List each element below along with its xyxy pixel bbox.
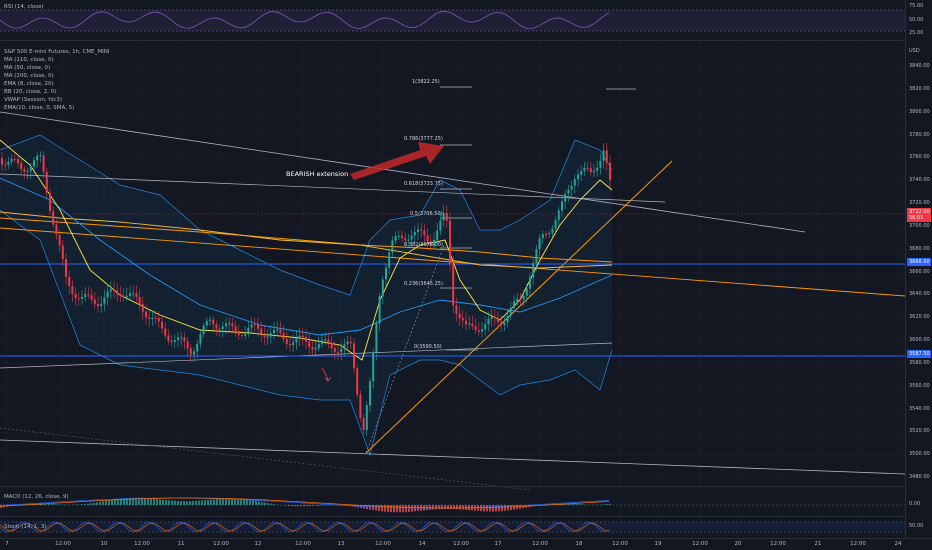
ma-110-line	[0, 211, 613, 269]
fib-level-label: 0.5(3706.50)	[410, 211, 443, 217]
price-tick-label: 3680.00	[909, 245, 930, 252]
time-tick-label: 21	[814, 541, 822, 547]
time-tick-label: 10	[100, 541, 108, 547]
bearish-extension-label: BEARISH extension	[286, 170, 349, 178]
stoch-title[interactable]: Stoch (14, 1, 3)	[4, 524, 47, 530]
rsi-level-low: 25.00	[909, 30, 924, 36]
rsi-level-mid: 50.00	[909, 17, 924, 23]
rsi-level-high: 75.00	[909, 3, 924, 9]
price-tick-label: 3500.00	[909, 451, 930, 458]
price-tick-label: 3480.00	[909, 474, 930, 480]
price-tag: 3587.50	[907, 350, 931, 358]
macd-line	[0, 497, 610, 509]
price-tick-label: 3620.00	[909, 314, 930, 321]
stoch-level: 50.00	[909, 523, 924, 529]
price-tag: 3668.00	[907, 258, 931, 266]
price-tick-label: 3580.00	[909, 359, 930, 366]
fib-level-label: 1(3822.25)	[412, 79, 440, 85]
time-tick-label: 12:00	[770, 541, 786, 547]
macd-title[interactable]: MACD (12, 26, close, 9)	[4, 494, 69, 500]
indicator-ma110[interactable]: MA (110, close, 0)	[4, 57, 54, 63]
price-tick-label: 3800.00	[909, 108, 930, 115]
indicator-ema10[interactable]: EMA(10, close, 0, SMA, 5)	[4, 105, 75, 111]
price-tick-label: 3660.00	[909, 268, 930, 275]
time-tick-label: 12:00	[375, 541, 391, 547]
trendline-rising-support	[365, 160, 673, 454]
price-tick-label: 3560.00	[909, 382, 930, 389]
time-tick-label: 12:00	[134, 541, 150, 547]
price-tick-label: 3840.00	[909, 63, 930, 69]
ema-8-line	[0, 139, 613, 361]
time-tick-label: 12:00	[55, 541, 71, 547]
macd-level: 0.00	[909, 501, 921, 507]
stoch-d-line	[0, 522, 610, 532]
time-tick-label: 18	[575, 541, 583, 547]
stoch-k-line	[0, 521, 610, 533]
bearish-arrow-icon	[350, 142, 444, 180]
time-tick-label: 12	[254, 541, 262, 547]
price-tick-label: 3540.00	[909, 405, 930, 412]
candlestick-series	[1, 143, 611, 436]
time-tick-label: 12:00	[692, 541, 708, 547]
time-tick-label: 12:00	[612, 541, 628, 547]
ma-50-line	[0, 177, 613, 336]
price-tick-label: 3640.00	[909, 291, 930, 298]
fib-level-label: 0(3590.50)	[414, 344, 442, 350]
time-tick-label: 20	[734, 541, 742, 547]
trendline-lower	[0, 342, 613, 369]
trendline-bottom-channel	[0, 439, 906, 475]
price-tick-label: 3780.00	[909, 131, 930, 138]
price-axis-currency: USD	[909, 48, 920, 54]
indicator-bb[interactable]: BB (20, close, 2, 0)	[4, 89, 57, 95]
rsi-pane	[0, 0, 905, 40]
rsi-title[interactable]: RSI (14, close)	[4, 4, 44, 10]
fib-retracement	[440, 86, 478, 351]
time-tick-label: 17	[494, 541, 502, 547]
trendline-dashed	[0, 427, 531, 491]
time-tick-label: 7	[5, 541, 9, 547]
trendline-upper-channel	[0, 111, 806, 233]
time-tick-label: 13	[337, 541, 345, 547]
fib-level-label: 0.236(3645.25)	[404, 281, 443, 287]
time-tick-label: 24	[894, 541, 902, 547]
fib-level-label: 0.786(3777.25)	[404, 136, 443, 142]
price-tick-label: 3760.00	[909, 154, 930, 161]
rsi-band-fill	[0, 10, 905, 31]
price-tick-label: 3740.00	[909, 177, 930, 184]
stoch-band-fill	[0, 522, 905, 532]
fib-level-label: 0.382(3678.00)	[404, 242, 443, 248]
time-tick-label: 12:00	[532, 541, 548, 547]
indicator-vwap[interactable]: VWAP (Session, hlc3)	[4, 97, 63, 103]
trendline-mid	[0, 173, 666, 203]
time-tick-label: 19	[654, 541, 662, 547]
trendline-orange	[0, 227, 906, 297]
bollinger-upper	[0, 134, 613, 296]
symbol-title[interactable]: S&P 500 E-mini Futures, 1h, CME_MINI	[4, 49, 110, 55]
time-tick-label: 12:00	[213, 541, 229, 547]
macd-signal-line	[0, 497, 610, 509]
indicator-ma50[interactable]: MA (50, close, 0)	[4, 65, 51, 71]
time-tick-label: 14	[418, 541, 426, 547]
indicator-ema8[interactable]: EMA (8, close, 20)	[4, 81, 54, 87]
price-tick-label: 3700.00	[909, 222, 930, 229]
price-tag: 3712.00 56:51	[907, 208, 931, 222]
time-tick-label: 12:00	[295, 541, 311, 547]
fib-anchor-line	[365, 239, 447, 454]
time-tick-label: 12:00	[850, 541, 866, 547]
down-arrow-icon	[321, 367, 332, 382]
rsi-line	[0, 11, 610, 30]
indicator-ma200[interactable]: MA (200, close, 0)	[4, 73, 54, 79]
bollinger-band-fill	[0, 135, 612, 455]
price-tick-label: 3520.00	[909, 428, 930, 435]
time-tick-label: 12:00	[453, 541, 469, 547]
price-tick-label: 3820.00	[909, 85, 930, 92]
price-tick-label: 3720.00	[909, 200, 930, 206]
grid-lines	[0, 0, 905, 538]
price-tick-label: 3600.00	[909, 337, 930, 343]
fib-level-label: 0.618(3733.75)	[404, 181, 443, 187]
time-tick-label: 11	[177, 541, 185, 547]
